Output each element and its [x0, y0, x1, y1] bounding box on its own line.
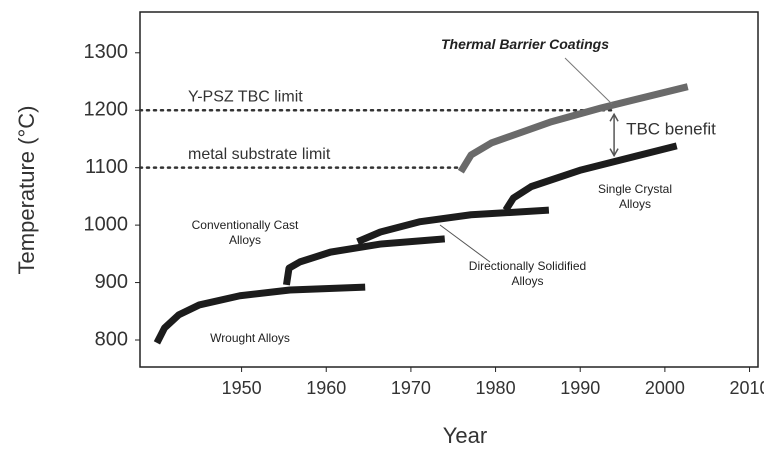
reference-label: Y-PSZ TBC limit [188, 88, 303, 105]
annotation-text: TBC benefit [626, 119, 716, 138]
series-label: Wrought Alloys [210, 331, 290, 345]
leader-line [564, 57, 613, 105]
y-tick-label: 1300 [84, 41, 129, 63]
series-label: Single Crystal Alloys [597, 182, 673, 211]
series-label: Directionally Solidified Alloys [468, 259, 587, 288]
x-tick-label: 1990 [560, 378, 600, 398]
reference-label: metal substrate limit [188, 146, 331, 163]
x-tick-label: 2000 [645, 378, 685, 398]
y-tick-label: 1200 [84, 99, 129, 121]
series-line [282, 235, 446, 286]
y-tick-label: 1000 [84, 213, 129, 235]
series-line [502, 142, 678, 213]
y-tick-label: 900 [95, 271, 128, 293]
series-label: Thermal Barrier Coatings [440, 36, 610, 52]
series-label: Conventionally Cast Alloys [191, 218, 299, 247]
series-line [356, 206, 550, 245]
x-tick-label: 1970 [391, 378, 431, 398]
x-tick-label: 2010 [730, 378, 764, 398]
y-tick-label: 800 [95, 328, 128, 350]
x-axis-label: Year [443, 423, 487, 448]
plot-frame [139, 11, 759, 368]
x-tick-label: 1950 [222, 378, 262, 398]
arrow-head [609, 112, 619, 122]
arrow-head [609, 148, 619, 158]
x-tick-label: 1960 [306, 378, 346, 398]
leader-line [439, 224, 491, 263]
y-tick-label: 1100 [85, 156, 128, 178]
series-line [153, 283, 366, 345]
series-line [457, 83, 689, 174]
y-axis-label: Temperature (°C) [14, 106, 39, 275]
x-tick-label: 1980 [476, 378, 516, 398]
